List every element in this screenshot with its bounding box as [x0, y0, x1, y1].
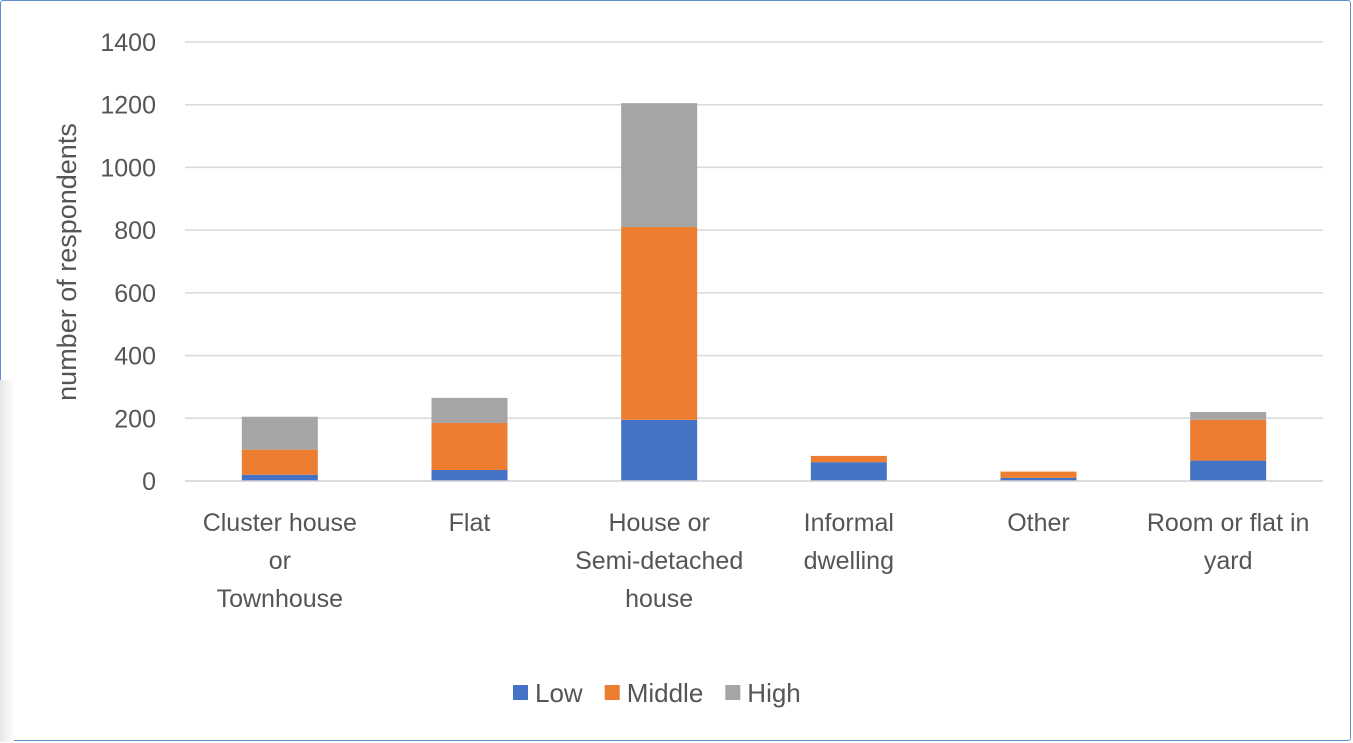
bar-segment-high: [431, 397, 508, 423]
legend-label: Middle: [627, 678, 704, 708]
y-tick-labels: 0 200 400 600 800 1000 1200 1400: [100, 29, 156, 496]
y-tick-label: 200: [114, 405, 156, 433]
bar-segment-high: [621, 103, 698, 228]
legend-label: High: [747, 678, 800, 708]
category-label-line: Informal: [804, 509, 894, 537]
bars: [241, 103, 1267, 481]
category-label-line: Flat: [449, 509, 491, 537]
y-tick-label: 800: [114, 217, 156, 245]
category-label: Cluster house or Townhouse: [203, 509, 357, 613]
category-label: Other: [1007, 509, 1070, 537]
y-tick-label: 1000: [100, 154, 156, 182]
bar-segment-middle: [1190, 419, 1267, 461]
bar-segment-low: [1000, 477, 1077, 481]
category-label-line: dwelling: [804, 547, 894, 575]
y-axis-title: number of respondents: [52, 123, 82, 401]
y-tick-label: 1200: [100, 92, 156, 120]
bar-segment-middle: [1000, 471, 1077, 478]
bar-segment-high: [1190, 412, 1267, 420]
y-tick-label: 600: [114, 280, 156, 308]
category-label-line: yard: [1204, 547, 1253, 575]
bar-segment-low: [241, 474, 318, 481]
bar-segment-middle: [621, 227, 698, 420]
category-label-line: Room or flat in: [1147, 509, 1310, 537]
category-label: Informal dwelling: [804, 509, 894, 575]
legend-label: Low: [535, 678, 583, 708]
category-labels: Cluster house or Townhouse Flat House or Semi…: [203, 509, 1310, 613]
bar-segment-low: [621, 419, 698, 481]
bar-segment-low: [431, 470, 508, 481]
bar-segment-middle: [431, 422, 508, 471]
category-label-line: Other: [1007, 509, 1070, 537]
legend: Low Middle High: [513, 678, 801, 708]
category-label: House or Semi-detached house: [575, 509, 743, 613]
y-tick-label: 400: [114, 343, 156, 371]
bar-segment-middle: [241, 449, 318, 475]
legend-swatch-low: [513, 685, 528, 700]
category-label: Flat: [449, 509, 491, 537]
category-label-line: or: [269, 547, 291, 575]
category-label-line: House or: [608, 509, 709, 537]
category-label: Room or flat in yard: [1147, 509, 1310, 575]
bar-segment-high: [241, 416, 318, 450]
bar-segment-low: [810, 462, 887, 481]
category-label-line: Cluster house: [203, 509, 357, 537]
legend-swatch-high: [725, 685, 741, 700]
y-tick-label: 1400: [100, 29, 156, 57]
bar-segment-middle: [810, 455, 887, 463]
category-label-line: house: [625, 585, 693, 613]
category-label-line: Townhouse: [217, 585, 343, 613]
edge-shadow: [0, 380, 14, 742]
y-tick-label: 0: [142, 468, 156, 496]
legend-swatch-middle: [604, 685, 620, 700]
gridlines: [185, 41, 1323, 420]
category-label-line: Semi-detached: [575, 547, 743, 575]
bar-segment-low: [1190, 460, 1267, 481]
